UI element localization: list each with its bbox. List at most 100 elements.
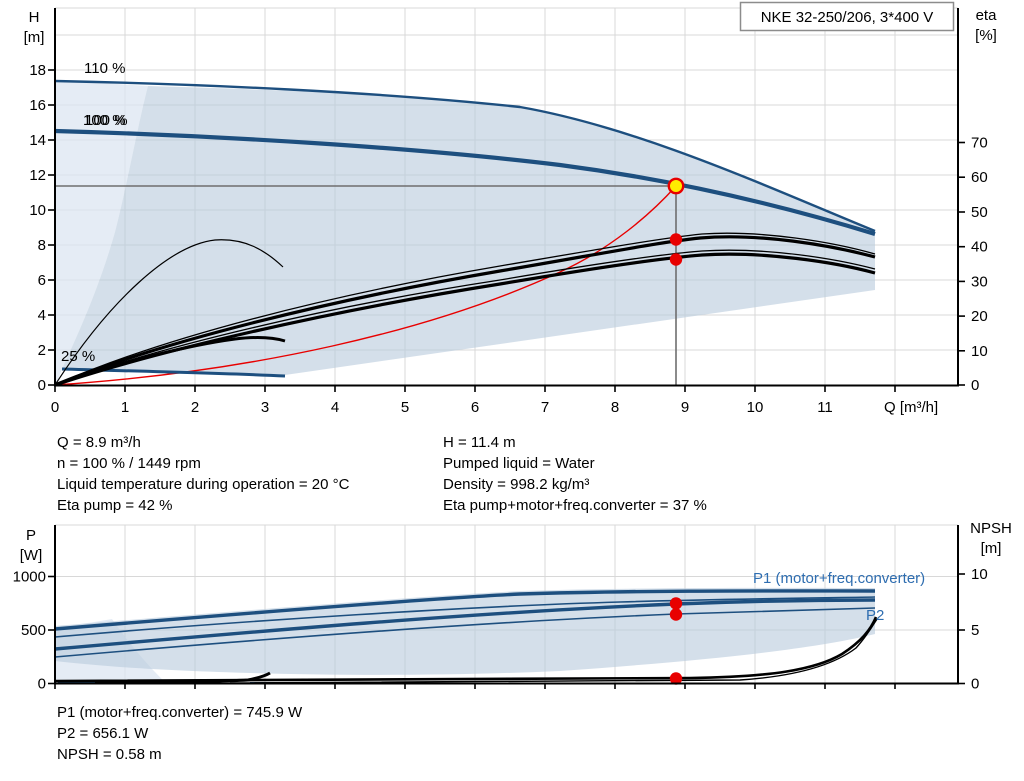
info-eta-total: Eta pump+motor+freq.converter = 37 % <box>443 497 707 514</box>
npsh-tick-labels: 0 5 10 <box>971 566 988 693</box>
svg-text:4: 4 <box>331 399 339 416</box>
npsh-axis-title: NPSH [m] <box>970 520 1012 557</box>
top-right-ticks <box>958 141 965 386</box>
svg-text:0: 0 <box>971 676 979 693</box>
system-curve <box>54 185 677 386</box>
svg-text:500: 500 <box>21 622 46 639</box>
svg-text:eta: eta <box>976 7 998 24</box>
bottom-right-ticks <box>958 573 965 685</box>
p2-110pct-curve <box>54 596 876 638</box>
p1-curve-label: P1 (motor+freq.converter) <box>753 570 925 587</box>
svg-text:0: 0 <box>38 377 46 394</box>
duty-envelope-band <box>62 86 875 375</box>
p2-100pct-curve <box>54 607 876 658</box>
svg-text:4: 4 <box>38 307 46 324</box>
bottom-left-ticks <box>48 575 55 685</box>
p1-110pct-curve <box>54 589 876 631</box>
svg-text:3: 3 <box>261 399 269 416</box>
svg-text:12: 12 <box>29 167 46 184</box>
svg-text:[m]: [m] <box>981 540 1002 557</box>
eta-tick-labels: 0 10 20 30 40 50 60 70 <box>971 135 988 395</box>
eta-total-curve-thin <box>54 249 876 386</box>
label-110pct: 110 % <box>84 60 125 77</box>
h-axis-title: H [m] <box>24 9 45 46</box>
q-axis-title: Q [m³/h] <box>884 399 938 416</box>
svg-text:10: 10 <box>971 343 988 360</box>
info-n: n = 100 % / 1449 rpm <box>57 455 201 472</box>
info-pumped-liquid: Pumped liquid = Water <box>443 455 595 472</box>
p1-100pct-curve <box>54 598 876 651</box>
svg-text:30: 30 <box>971 273 988 290</box>
info-h: H = 11.4 m <box>443 434 516 451</box>
duty-info-right-column: H = 11.4 m Pumped liquid = Water Density… <box>443 432 707 516</box>
svg-text:16: 16 <box>29 97 46 114</box>
result-p2: P2 = 656.1 W <box>57 725 149 742</box>
label-100pct-shadow: 100 % <box>85 112 128 129</box>
svg-text:P: P <box>26 527 36 544</box>
eta-pump-curve <box>54 235 876 387</box>
info-eta-pump: Eta pump = 42 % <box>57 497 173 514</box>
p1-marker <box>669 597 683 610</box>
svg-text:[W]: [W] <box>20 547 43 564</box>
svg-text:H: H <box>29 9 40 26</box>
svg-text:10: 10 <box>971 566 988 583</box>
svg-text:[m]: [m] <box>24 29 45 46</box>
title-box <box>739 1 955 32</box>
label-100pct: 100 % <box>83 112 126 129</box>
eta-total-25pct-curve <box>54 336 286 387</box>
eta-pump-25pct-curve <box>54 239 284 386</box>
npsh-25pct-curve <box>94 671 271 684</box>
result-p1: P1 (motor+freq.converter) = 745.9 W <box>57 704 303 721</box>
result-block: P1 (motor+freq.converter) = 745.9 W P2 =… <box>57 702 302 765</box>
top-x-ticks <box>54 385 896 392</box>
top-axes <box>54 8 959 387</box>
svg-text:7: 7 <box>541 399 549 416</box>
hq-curve-110pct <box>54 79 876 233</box>
eta-pump-marker <box>669 233 683 246</box>
svg-text:10: 10 <box>29 202 46 219</box>
hq-curve-25pct <box>61 367 286 378</box>
svg-text:5: 5 <box>401 399 409 416</box>
svg-text:0: 0 <box>51 399 59 416</box>
pump-title: NKE 32-250/206, 3*400 V <box>761 9 934 26</box>
svg-text:8: 8 <box>611 399 619 416</box>
result-npsh: NPSH = 0.58 m <box>57 746 162 763</box>
label-25pct: 25 % <box>61 348 95 365</box>
svg-text:11: 11 <box>817 399 833 416</box>
svg-text:2: 2 <box>191 399 199 416</box>
power-envelope-band <box>55 587 875 675</box>
duty-envelope-light-wedge <box>55 81 148 385</box>
duty-point-marker <box>667 177 685 195</box>
svg-text:6: 6 <box>38 272 46 289</box>
svg-text:18: 18 <box>29 62 46 79</box>
svg-text:40: 40 <box>971 239 988 256</box>
svg-text:0: 0 <box>971 377 979 394</box>
p2-curve-label: P2 <box>866 607 884 624</box>
info-liquid-temp: Liquid temperature during operation = 20… <box>57 476 350 493</box>
npsh-marker <box>669 672 683 685</box>
npsh-curve-thin <box>229 618 878 684</box>
p-axis-title: P [W] <box>20 527 43 564</box>
svg-text:NPSH: NPSH <box>970 520 1012 537</box>
bottom-axes <box>54 525 959 685</box>
svg-text:[%]: [%] <box>975 27 997 44</box>
hq-curve-100pct <box>54 128 876 237</box>
p2-marker <box>669 608 683 621</box>
svg-text:6: 6 <box>471 399 479 416</box>
svg-text:60: 60 <box>971 169 988 186</box>
svg-text:10: 10 <box>747 399 764 416</box>
svg-text:70: 70 <box>971 135 988 152</box>
bottom-x-ticks <box>54 683 896 689</box>
h-tick-labels: 0 2 4 6 8 10 12 14 16 18 <box>29 62 46 394</box>
svg-text:0: 0 <box>38 676 46 693</box>
svg-text:8: 8 <box>38 237 46 254</box>
eta-total-marker <box>669 253 683 266</box>
svg-text:5: 5 <box>971 622 979 639</box>
svg-text:50: 50 <box>971 204 988 221</box>
eta-pump-curve-thin <box>54 232 876 386</box>
svg-text:2: 2 <box>38 342 46 359</box>
svg-text:14: 14 <box>29 132 46 149</box>
svg-text:1000: 1000 <box>13 569 46 586</box>
